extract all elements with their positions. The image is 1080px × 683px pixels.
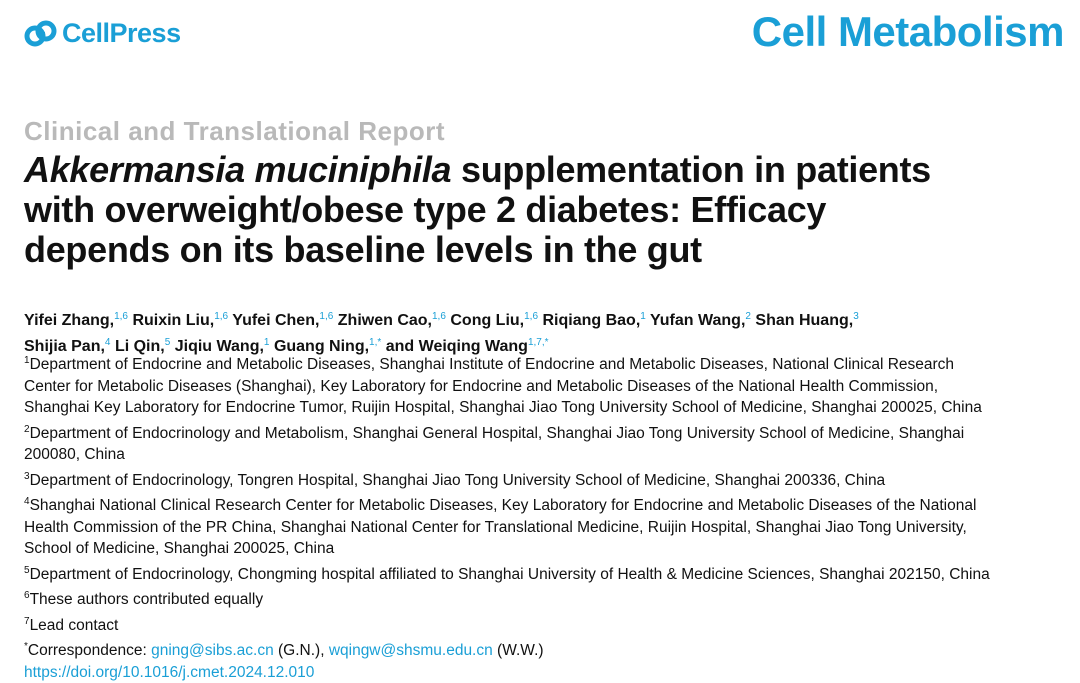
cellpress-logo-text: CellPress (62, 18, 181, 49)
affiliations: 1Department of Endocrine and Metabolic D… (24, 350, 1069, 683)
author-affiliation-sup[interactable]: 5 (165, 337, 171, 348)
email-owner: (G.N.), (274, 642, 329, 659)
author-name[interactable]: Yufan Wang, (650, 312, 745, 329)
author-affiliation-sup[interactable]: 1,6 (319, 311, 333, 322)
author-affiliation-sup[interactable]: 2 (745, 311, 751, 322)
title-line-1: Akkermansia muciniphila supplementation … (24, 150, 1064, 190)
author-affiliation-sup[interactable]: 1 (264, 337, 270, 348)
affiliation-1-cont: Center for Metabolic Diseases (Shanghai)… (24, 376, 1069, 398)
author-affiliation-sup[interactable]: 1,6 (114, 311, 128, 322)
affiliation-2-cont: 200080, China (24, 444, 1069, 466)
author-affiliation-sup[interactable]: 1,6 (524, 311, 538, 322)
author-name[interactable]: Yifei Zhang, (24, 312, 114, 329)
author-name[interactable]: Zhiwen Cao, (338, 312, 432, 329)
author-name[interactable]: Shan Huang, (755, 312, 853, 329)
cellpress-logo[interactable]: CellPress (24, 18, 181, 49)
note-text: These authors contributed equally (30, 591, 264, 608)
author-name[interactable]: Yufei Chen, (232, 312, 319, 329)
affiliation-5: 5Department of Endocrinology, Chongming … (24, 560, 1069, 586)
author-name[interactable]: Cong Liu, (450, 312, 524, 329)
article-title: Akkermansia muciniphila supplementation … (24, 150, 1064, 270)
author-affiliation-sup[interactable]: 1 (640, 311, 646, 322)
correspondence: *Correspondence: gning@sibs.ac.cn (G.N.)… (24, 636, 1069, 662)
affiliation-text: Department of Endocrinology, Tongren Hos… (30, 472, 886, 489)
note-lead-contact: 7Lead contact (24, 611, 1069, 637)
author-affiliation-sup[interactable]: 1,* (369, 337, 381, 348)
cellpress-logo-icon (24, 19, 58, 49)
title-line-1-rest: supplementation in patients (451, 149, 931, 190)
author-line-1: Yifei Zhang,1,6 Ruixin Liu,1,6 Yufei Che… (24, 306, 1064, 332)
email-owner: (W.W.) (493, 642, 544, 659)
doi-link[interactable]: https://doi.org/10.1016/j.cmet.2024.12.0… (24, 662, 1069, 683)
author-name[interactable]: Ruixin Liu, (132, 312, 214, 329)
title-line-3: depends on its baseline levels in the gu… (24, 230, 1064, 270)
correspondence-label: Correspondence: (28, 642, 151, 659)
affiliation-text: Department of Endocrinology and Metaboli… (30, 425, 965, 442)
affiliation-1: 1Department of Endocrine and Metabolic D… (24, 350, 1069, 376)
affiliation-4-cont: Health Commission of the PR China, Shang… (24, 517, 1069, 539)
title-italic-species: Akkermansia muciniphila (24, 149, 451, 190)
journal-name[interactable]: Cell Metabolism (752, 8, 1064, 56)
author-name[interactable]: Riqiang Bao, (542, 312, 640, 329)
author-affiliation-sup[interactable]: 1,6 (214, 311, 228, 322)
note-equal-contribution: 6These authors contributed equally (24, 585, 1069, 611)
affiliation-4-cont: School of Medicine, Shanghai 200025, Chi… (24, 538, 1069, 560)
author-affiliation-sup[interactable]: 3 (853, 311, 859, 322)
affiliation-text: Department of Endocrine and Metabolic Di… (30, 356, 954, 373)
author-affiliation-sup[interactable]: 1,7,* (528, 337, 549, 348)
affiliation-3: 3Department of Endocrinology, Tongren Ho… (24, 466, 1069, 492)
note-text: Lead contact (30, 617, 119, 634)
journal-header: CellPress Cell Metabolism (24, 8, 1064, 58)
affiliation-1-cont: Shanghai Key Laboratory for Endocrine Tu… (24, 397, 1069, 419)
author-affiliation-sup[interactable]: 4 (105, 337, 111, 348)
affiliation-text: Department of Endocrinology, Chongming h… (30, 566, 990, 583)
title-line-2: with overweight/obese type 2 diabetes: E… (24, 190, 1064, 230)
affiliation-text: Shanghai National Clinical Research Cent… (30, 497, 977, 514)
affiliation-2: 2Department of Endocrinology and Metabol… (24, 419, 1069, 445)
affiliation-4: 4Shanghai National Clinical Research Cen… (24, 491, 1069, 517)
author-affiliation-sup[interactable]: 1,6 (432, 311, 446, 322)
email-link-gning[interactable]: gning@sibs.ac.cn (151, 642, 274, 659)
email-link-wqingw[interactable]: wqingw@shsmu.edu.cn (329, 642, 493, 659)
article-type-label: Clinical and Translational Report (24, 116, 445, 147)
